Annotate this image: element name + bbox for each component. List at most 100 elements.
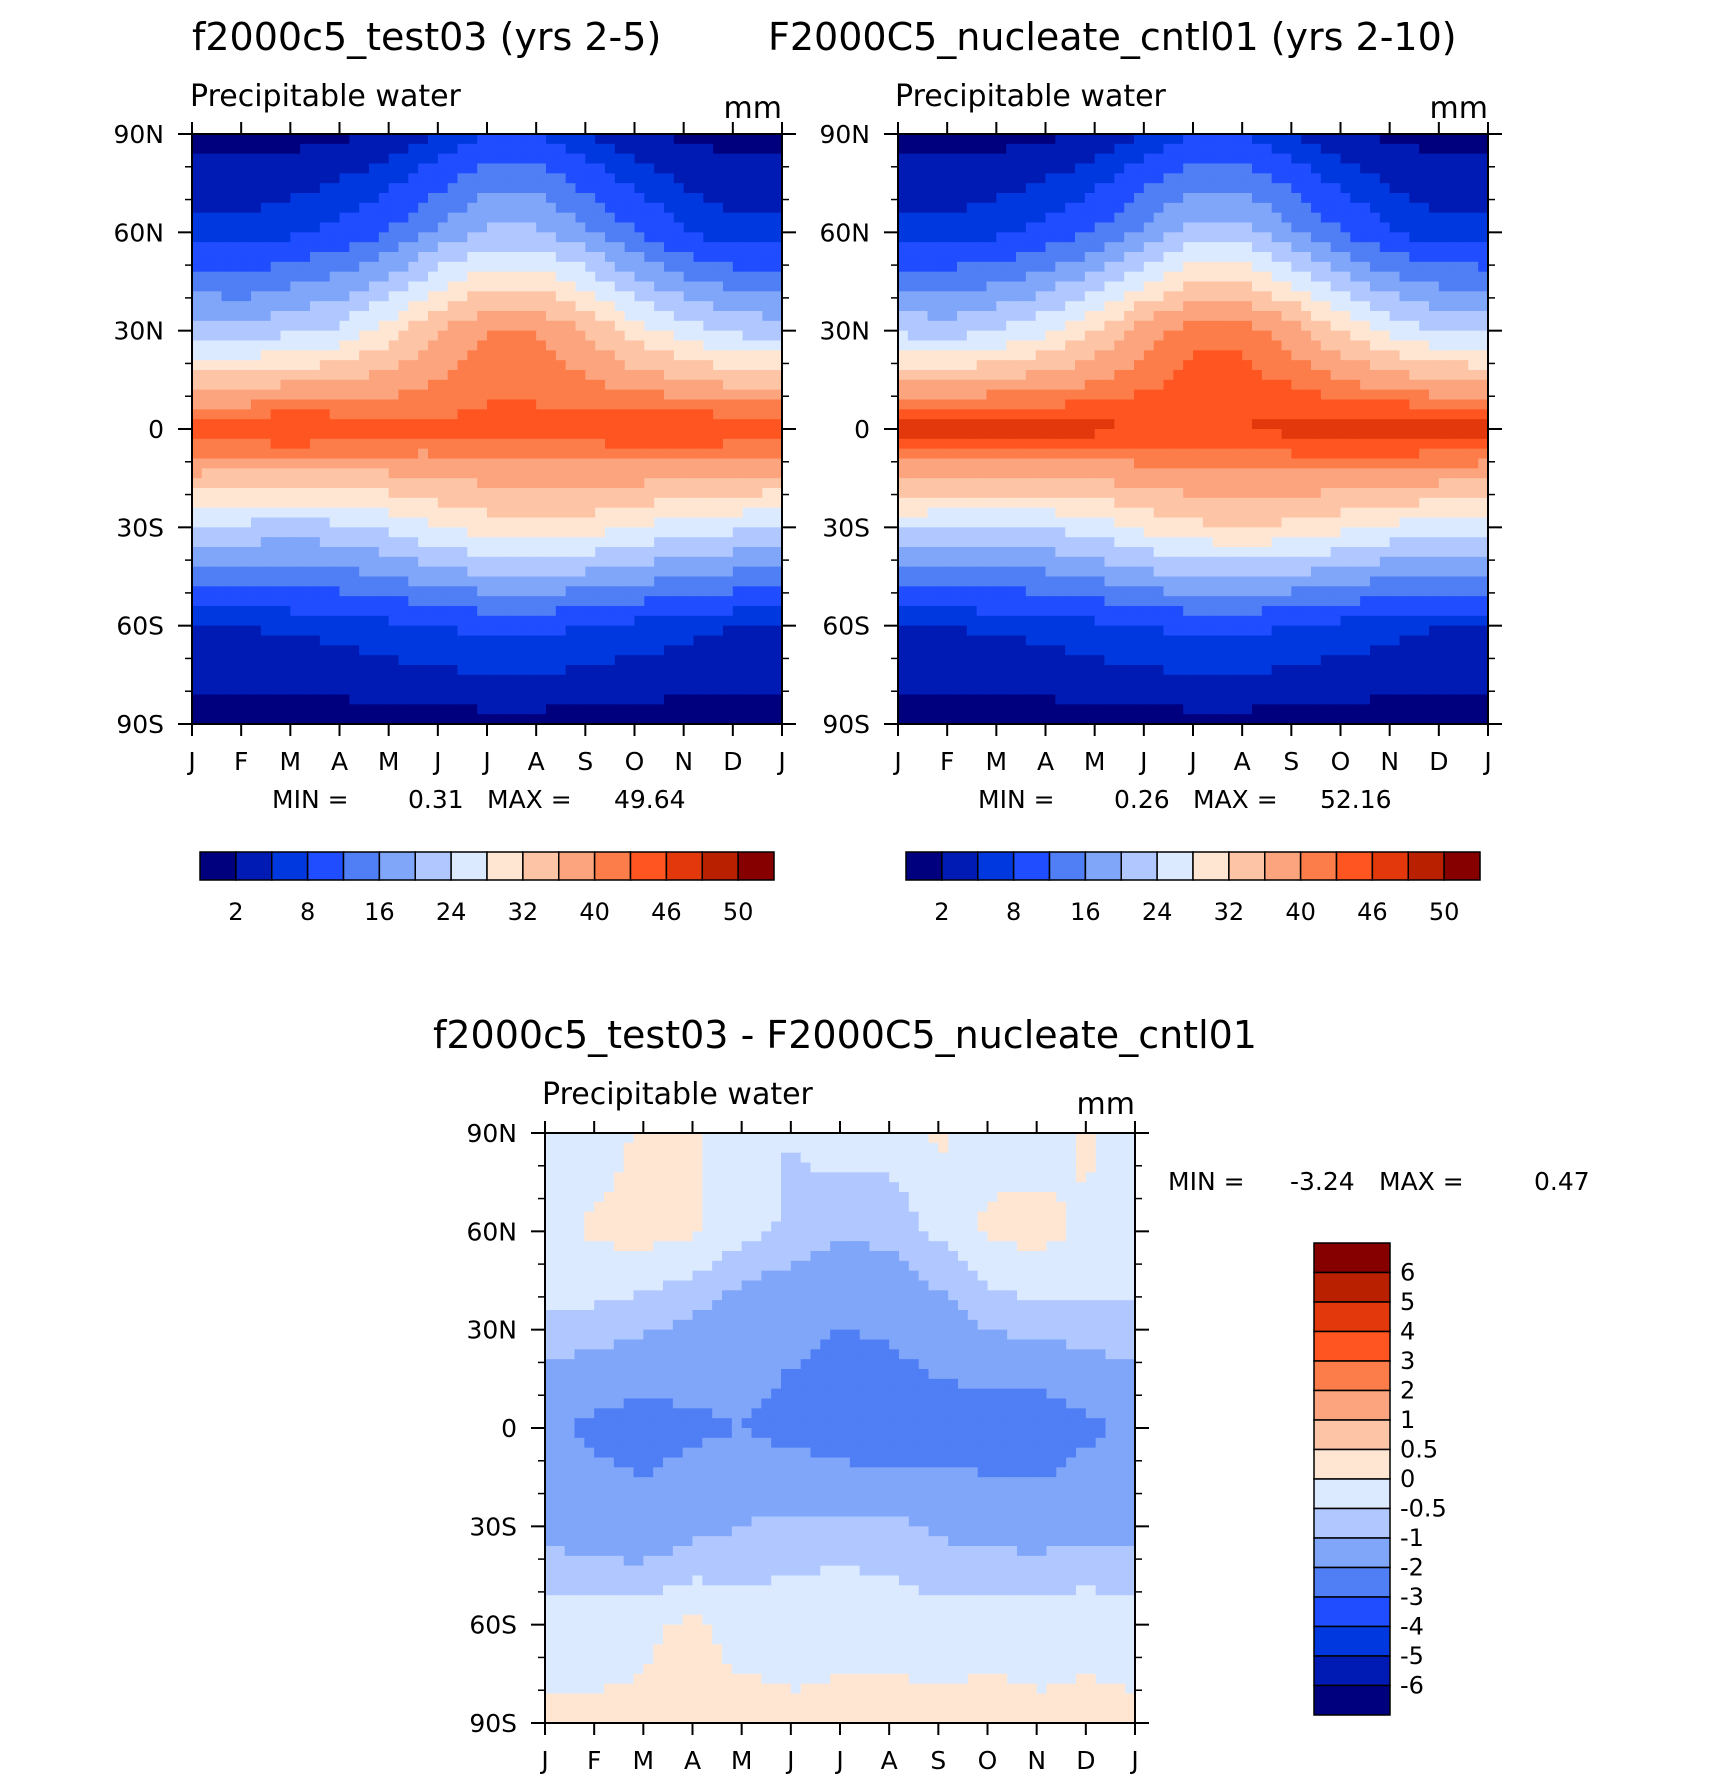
contour-cell <box>624 212 636 224</box>
contour-cell <box>437 389 449 401</box>
contour-cell <box>673 448 685 460</box>
contour-cell <box>614 242 626 253</box>
contour-cell <box>270 153 282 165</box>
contour-cell <box>526 547 537 558</box>
contour-cell <box>595 261 606 273</box>
contour-cell <box>192 576 203 587</box>
contour-cell <box>546 389 557 401</box>
contour-cell <box>605 291 616 302</box>
contour-cell <box>428 684 439 696</box>
contour-cell <box>496 134 508 145</box>
contour-cell <box>1143 134 1155 145</box>
contour-cell <box>614 537 626 548</box>
contour-cell <box>1271 183 1283 194</box>
contour-cell <box>585 252 596 263</box>
contour-cell <box>752 370 763 381</box>
contour-cell <box>300 232 311 243</box>
contour-cell <box>418 655 429 666</box>
contour-cell <box>1084 291 1096 302</box>
contour-cell <box>369 566 380 578</box>
contour-cell <box>270 261 282 273</box>
contour-cell <box>1035 301 1047 312</box>
contour-cell <box>898 202 909 214</box>
contour-cell <box>1202 252 1214 263</box>
contour-cell <box>595 674 606 686</box>
contour-cell <box>742 606 754 617</box>
contour-cell <box>565 419 577 430</box>
contour-cell <box>536 291 547 302</box>
contour-cell <box>595 301 606 312</box>
contour-cell <box>644 350 655 361</box>
contour-cell <box>319 340 331 351</box>
contour-cell <box>1163 291 1174 302</box>
contour-cell <box>526 252 537 263</box>
contour-cell <box>957 311 968 322</box>
contour-cell <box>221 556 232 568</box>
contour-cell <box>1271 311 1283 322</box>
contour-cell <box>723 665 734 676</box>
contour-cell <box>585 271 596 283</box>
contour-cell <box>917 134 929 145</box>
contour-cell <box>1222 193 1233 204</box>
contour-cell <box>408 360 419 371</box>
contour-cell <box>290 684 301 696</box>
contour-cell <box>418 330 429 342</box>
contour-cell <box>654 576 665 587</box>
contour-cell <box>732 242 744 253</box>
contour-cell <box>1006 232 1017 243</box>
contour-cell <box>310 596 321 607</box>
contour-cell <box>369 606 380 617</box>
contour-cell <box>1458 330 1469 342</box>
contour-cell <box>378 566 390 578</box>
contour-cell <box>917 183 929 194</box>
contour-cell <box>575 252 586 263</box>
contour-cell <box>595 606 606 617</box>
contour-cell <box>693 399 704 410</box>
contour-cell <box>339 419 350 430</box>
contour-cell <box>516 694 527 705</box>
contour-cell <box>329 586 341 597</box>
contour-cell <box>398 576 409 587</box>
contour-cell <box>388 261 400 273</box>
contour-cell <box>664 222 675 233</box>
contour-cell <box>1301 222 1312 233</box>
contour-cell <box>654 350 665 361</box>
contour-cell <box>251 615 262 627</box>
contour-cell <box>624 448 636 460</box>
contour-cell <box>487 615 498 627</box>
contour-cell <box>408 409 419 420</box>
contour-cell <box>673 379 685 391</box>
contour-cell <box>565 625 577 637</box>
contour-cell <box>526 674 537 686</box>
contour-cell <box>762 389 773 401</box>
contour-cell <box>231 281 242 292</box>
contour-cell <box>1183 193 1194 204</box>
contour-cell <box>516 714 527 725</box>
contour-cell <box>1320 193 1332 204</box>
contour-cell <box>723 714 734 725</box>
contour-cell <box>1438 301 1450 312</box>
contour-cell <box>1153 202 1165 214</box>
contour-cell <box>201 507 213 519</box>
contour-cell <box>447 261 459 273</box>
contour-cell <box>329 281 341 292</box>
contour-cell <box>762 704 773 715</box>
contour-cell <box>221 606 232 617</box>
contour-cell <box>536 586 547 597</box>
contour-cell <box>290 261 301 273</box>
contour-cell <box>506 576 518 587</box>
contour-cell <box>546 586 557 597</box>
contour-cell <box>732 399 744 410</box>
contour-cell <box>654 429 665 440</box>
contour-cell <box>614 517 626 528</box>
contour-cell <box>624 586 636 597</box>
contour-cell <box>251 694 262 705</box>
contour-cell <box>496 665 508 676</box>
contour-cell <box>290 448 301 460</box>
contour-cell <box>693 350 704 361</box>
contour-cell <box>408 222 419 233</box>
contour-cell <box>986 202 997 214</box>
contour-cell <box>762 488 773 499</box>
contour-cell <box>329 399 341 410</box>
contour-cell <box>723 311 734 322</box>
